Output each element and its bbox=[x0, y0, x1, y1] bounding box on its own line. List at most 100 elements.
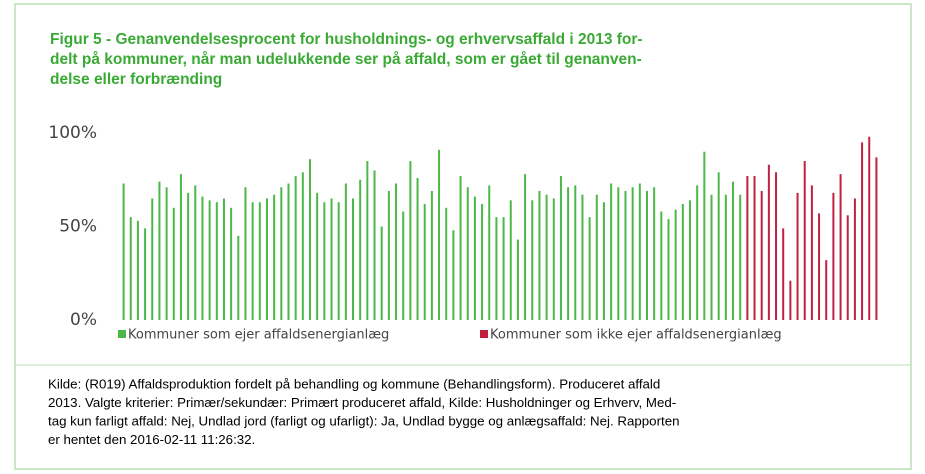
bar bbox=[251, 202, 254, 320]
bar bbox=[775, 172, 778, 320]
bar bbox=[344, 183, 347, 320]
bar bbox=[122, 183, 125, 320]
bar bbox=[201, 196, 204, 320]
bar bbox=[495, 217, 498, 320]
bar bbox=[373, 170, 376, 320]
bar bbox=[588, 217, 591, 320]
legend-label: Kommuner som ejer affaldsenergianlæg bbox=[128, 328, 389, 343]
bar bbox=[488, 185, 491, 320]
bar bbox=[237, 235, 240, 320]
bar bbox=[366, 161, 369, 320]
bar bbox=[810, 185, 813, 320]
bar bbox=[409, 161, 412, 320]
bar bbox=[294, 176, 297, 320]
source-note: tag kun farligt affald: Nej, Undlad jord… bbox=[48, 414, 679, 429]
bar bbox=[151, 198, 154, 320]
bar bbox=[187, 192, 190, 320]
bar bbox=[309, 159, 311, 320]
bar bbox=[258, 202, 261, 320]
bar bbox=[423, 204, 426, 320]
bar bbox=[782, 228, 785, 320]
bar bbox=[445, 207, 448, 320]
bar bbox=[531, 200, 534, 320]
bar bbox=[839, 174, 842, 320]
bar bbox=[179, 174, 182, 320]
bar bbox=[624, 190, 627, 320]
bar bbox=[710, 194, 713, 320]
legend-swatch bbox=[118, 330, 126, 338]
bar bbox=[724, 194, 727, 320]
bar bbox=[316, 192, 319, 320]
bar bbox=[703, 151, 706, 320]
bar bbox=[158, 181, 161, 320]
y-tick-label: 0% bbox=[70, 310, 97, 330]
bar bbox=[352, 198, 355, 320]
bar bbox=[853, 198, 856, 320]
bar bbox=[459, 176, 462, 320]
bar bbox=[380, 226, 383, 320]
chart-title: delt på kommuner, når man udelukkende se… bbox=[50, 51, 642, 68]
y-tick-label: 50% bbox=[59, 217, 97, 237]
bar bbox=[215, 202, 218, 320]
bar bbox=[287, 183, 290, 320]
bar bbox=[689, 200, 691, 320]
bar bbox=[438, 149, 441, 320]
bar bbox=[861, 142, 864, 320]
bar bbox=[653, 187, 656, 320]
bar bbox=[473, 196, 476, 320]
bar bbox=[129, 217, 132, 320]
bar bbox=[452, 230, 455, 320]
legend-swatch bbox=[480, 330, 488, 338]
bar bbox=[466, 187, 469, 320]
bar bbox=[803, 161, 806, 320]
bar bbox=[280, 187, 283, 320]
bar bbox=[767, 164, 770, 320]
bar bbox=[222, 198, 225, 320]
bar bbox=[760, 190, 763, 320]
bar bbox=[674, 209, 677, 320]
source-note: 2013. Valgte kriterier: Primær/sekundær:… bbox=[48, 395, 676, 410]
bar bbox=[273, 194, 276, 320]
bar bbox=[416, 177, 419, 320]
bar bbox=[172, 207, 175, 320]
bar bbox=[753, 176, 756, 320]
bar bbox=[330, 198, 333, 320]
bar bbox=[732, 181, 735, 320]
bar bbox=[301, 172, 304, 320]
bar bbox=[194, 185, 197, 320]
bar bbox=[645, 190, 648, 320]
bar bbox=[265, 198, 268, 320]
bar bbox=[868, 136, 871, 320]
bar bbox=[610, 183, 613, 320]
bar bbox=[789, 280, 792, 320]
bar bbox=[144, 228, 147, 320]
source-note: Kilde: (R019) Affaldsproduktion fordelt … bbox=[48, 377, 660, 392]
bar bbox=[796, 192, 799, 320]
bar bbox=[832, 192, 835, 320]
bar bbox=[244, 187, 247, 320]
bar bbox=[538, 190, 541, 320]
bar bbox=[825, 260, 828, 320]
bar bbox=[387, 190, 390, 320]
bar bbox=[875, 157, 878, 320]
bar bbox=[430, 190, 433, 320]
chart-title: Figur 5 - Genanvendelsesprocent for hush… bbox=[50, 31, 643, 48]
bar bbox=[660, 211, 663, 320]
bar bbox=[323, 202, 326, 320]
bar bbox=[581, 194, 584, 320]
bar bbox=[359, 179, 362, 320]
chart-title: delse eller forbrænding bbox=[50, 71, 222, 88]
bar bbox=[395, 183, 398, 320]
bar bbox=[818, 213, 821, 320]
bar bbox=[602, 202, 605, 320]
bar bbox=[402, 211, 405, 320]
bar bbox=[746, 176, 749, 320]
bar bbox=[552, 198, 555, 320]
bar bbox=[208, 200, 211, 320]
bar bbox=[567, 187, 570, 320]
bar bbox=[502, 217, 505, 320]
bar bbox=[667, 219, 670, 320]
bar bbox=[595, 194, 598, 320]
bar bbox=[696, 185, 699, 320]
